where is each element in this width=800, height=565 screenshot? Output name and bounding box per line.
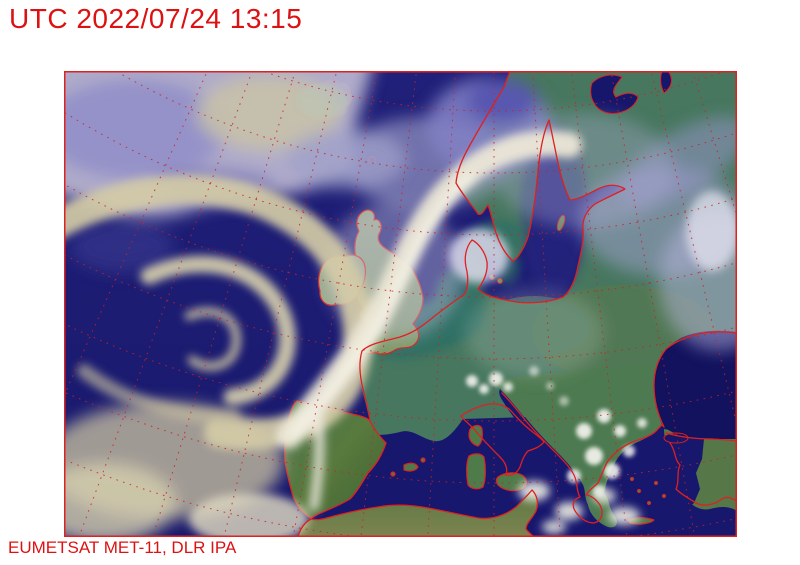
aegean-sea — [612, 435, 704, 519]
white-sea — [590, 75, 638, 114]
mallorca — [403, 462, 419, 472]
timestamp-label: UTC 2022/07/24 13:15 — [9, 3, 303, 34]
atlantic-baltic-coastline — [361, 71, 626, 352]
cloud-layer — [64, 71, 737, 537]
corsica — [468, 424, 483, 447]
white-sea-coastline — [590, 74, 639, 114]
adriatic-sea — [499, 389, 550, 455]
mezen-inlet — [660, 71, 672, 93]
ibiza — [390, 471, 396, 477]
balkan-coastline — [501, 331, 737, 524]
credit-label: EUMETSAT MET-11, DLR IPA — [8, 538, 237, 557]
coastline-layer — [297, 71, 737, 537]
menorca — [420, 457, 426, 463]
satellite-map — [64, 71, 737, 537]
satellite-map-svg — [64, 71, 737, 537]
aegean-islets — [629, 476, 667, 506]
turkey-coastline — [665, 432, 737, 506]
map-border-frame — [64, 71, 737, 537]
marmara-coastline — [663, 432, 689, 444]
north-africa — [298, 490, 538, 537]
black-sea — [654, 330, 737, 439]
graticule-layer — [64, 71, 737, 537]
biscay-coastline — [359, 350, 371, 422]
africa-coastline — [297, 489, 539, 537]
balkan-peninsula — [492, 363, 662, 528]
mezen-coastline — [660, 71, 672, 94]
sardinia — [466, 453, 486, 490]
italy-coastline — [460, 403, 545, 477]
